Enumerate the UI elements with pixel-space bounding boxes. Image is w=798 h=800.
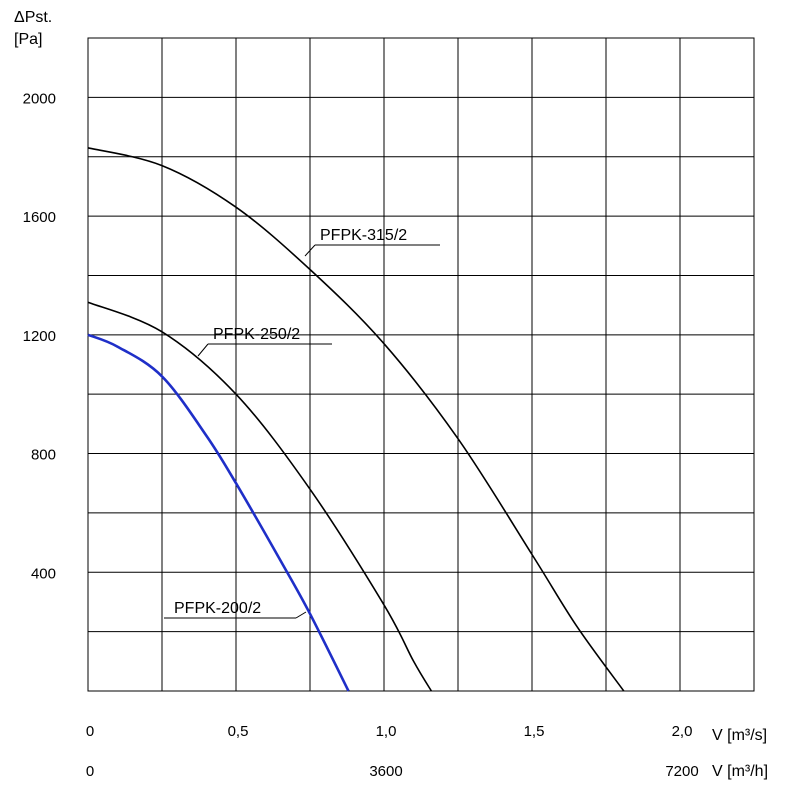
x2-tick-label: 7200 bbox=[665, 763, 698, 780]
x2-tick-label: 0 bbox=[86, 763, 94, 780]
y-axis-symbol: ΔPst. bbox=[14, 9, 52, 26]
y-axis-unit: [Pa] bbox=[14, 31, 42, 48]
series-label-layer: PFPK-315/2 PFPK-250/2 PFPK-200/2 bbox=[164, 227, 440, 619]
series-label-pfpk-315-2: PFPK-315/2 bbox=[320, 227, 407, 244]
series-line-pfpk-315-2 bbox=[87, 147, 625, 692]
series-label-pfpk-250-2: PFPK-250/2 bbox=[213, 326, 300, 343]
x-tick-label: 0 bbox=[86, 723, 94, 740]
x-tick-label: 1,0 bbox=[376, 723, 397, 740]
x-tick-labels: 0 0,5 1,0 1,5 2,0 bbox=[86, 723, 693, 740]
x-tick-label: 1,5 bbox=[524, 723, 545, 740]
x-axis-label-primary: V [m³/s] bbox=[712, 727, 767, 744]
series-label-leader bbox=[304, 244, 316, 257]
series-label-leader bbox=[197, 343, 209, 357]
y-tick-label: 1600 bbox=[23, 209, 56, 226]
plot-frame bbox=[87, 37, 755, 692]
grid-layer bbox=[87, 37, 755, 692]
y-tick-labels: 400 800 1200 1600 2000 bbox=[23, 90, 56, 582]
x-tick-label: 0,5 bbox=[228, 723, 249, 740]
series-label-pfpk-200-2: PFPK-200/2 bbox=[174, 600, 261, 617]
y-tick-label: 400 bbox=[31, 565, 56, 582]
series-label-leader bbox=[295, 611, 307, 619]
series-line-pfpk-200-2 bbox=[87, 333, 350, 692]
y-tick-label: 800 bbox=[31, 447, 56, 464]
x-axis-label-secondary: V [m³/h] bbox=[712, 763, 768, 780]
x-tick-label: 2,0 bbox=[672, 723, 693, 740]
x2-tick-labels: 0 3600 7200 bbox=[86, 763, 699, 780]
y-tick-label: 1200 bbox=[23, 328, 56, 345]
series-layer bbox=[87, 147, 625, 692]
y-tick-label: 2000 bbox=[23, 90, 56, 107]
series-line-pfpk-250-2 bbox=[87, 301, 433, 692]
x2-tick-label: 3600 bbox=[369, 763, 402, 780]
